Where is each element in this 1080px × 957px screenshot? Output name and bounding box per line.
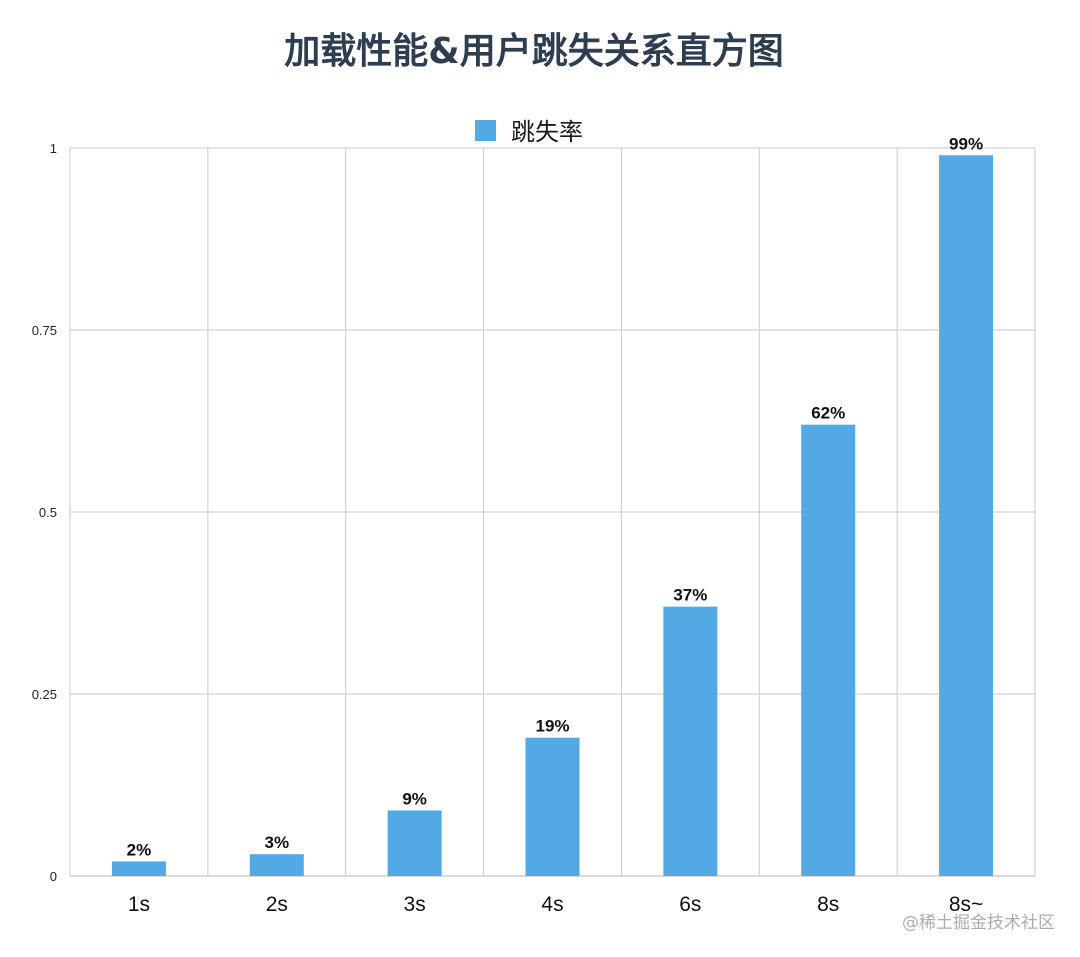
y-tick-label: 0 <box>50 869 57 884</box>
x-tick-label: 1s <box>128 893 150 916</box>
data-label: 19% <box>535 717 569 736</box>
data-label: 9% <box>402 789 427 808</box>
bar-1s <box>111 861 166 876</box>
grid <box>69 147 1036 877</box>
y-tick-label: 0.25 <box>32 687 57 702</box>
bar-8s <box>801 424 856 876</box>
bar-8s~ <box>939 155 994 876</box>
y-tick-label: 0.5 <box>39 505 57 520</box>
y-axis-ticks: 0 0.25 0.5 0.75 1 <box>32 141 57 884</box>
data-label: 3% <box>264 833 289 852</box>
data-label: 37% <box>673 586 707 605</box>
x-tick-label: 3s <box>404 893 426 916</box>
x-tick-label: 2s <box>266 893 288 916</box>
x-tick-label: 8s <box>817 893 839 916</box>
y-tick-label: 1 <box>50 141 57 156</box>
watermark: @稀土掘金技术社区 <box>902 913 1055 933</box>
x-tick-label: 6s <box>679 893 701 916</box>
bar-2s <box>249 854 304 876</box>
data-label: 2% <box>127 840 152 859</box>
x-axis-ticks: 1s 2s 3s 4s 6s 8s 8s~ <box>128 893 983 916</box>
x-tick-label: 4s <box>541 893 563 916</box>
y-tick-label: 0.75 <box>32 323 57 338</box>
data-labels: 2% 3% 9% 19% 37% 62% 99% <box>127 134 983 859</box>
data-label: 99% <box>949 134 983 153</box>
legend: 跳失率 <box>475 118 583 146</box>
x-tick-label: 8s~ <box>949 893 983 916</box>
legend-label: 跳失率 <box>511 118 583 146</box>
legend-swatch <box>475 120 496 141</box>
bar-6s <box>663 606 718 876</box>
bar-4s <box>525 737 580 876</box>
chart-title: 加载性能&用户跳失关系直方图 <box>284 31 783 72</box>
data-label: 62% <box>811 404 845 423</box>
bars <box>111 155 994 876</box>
bar-3s <box>387 810 442 876</box>
